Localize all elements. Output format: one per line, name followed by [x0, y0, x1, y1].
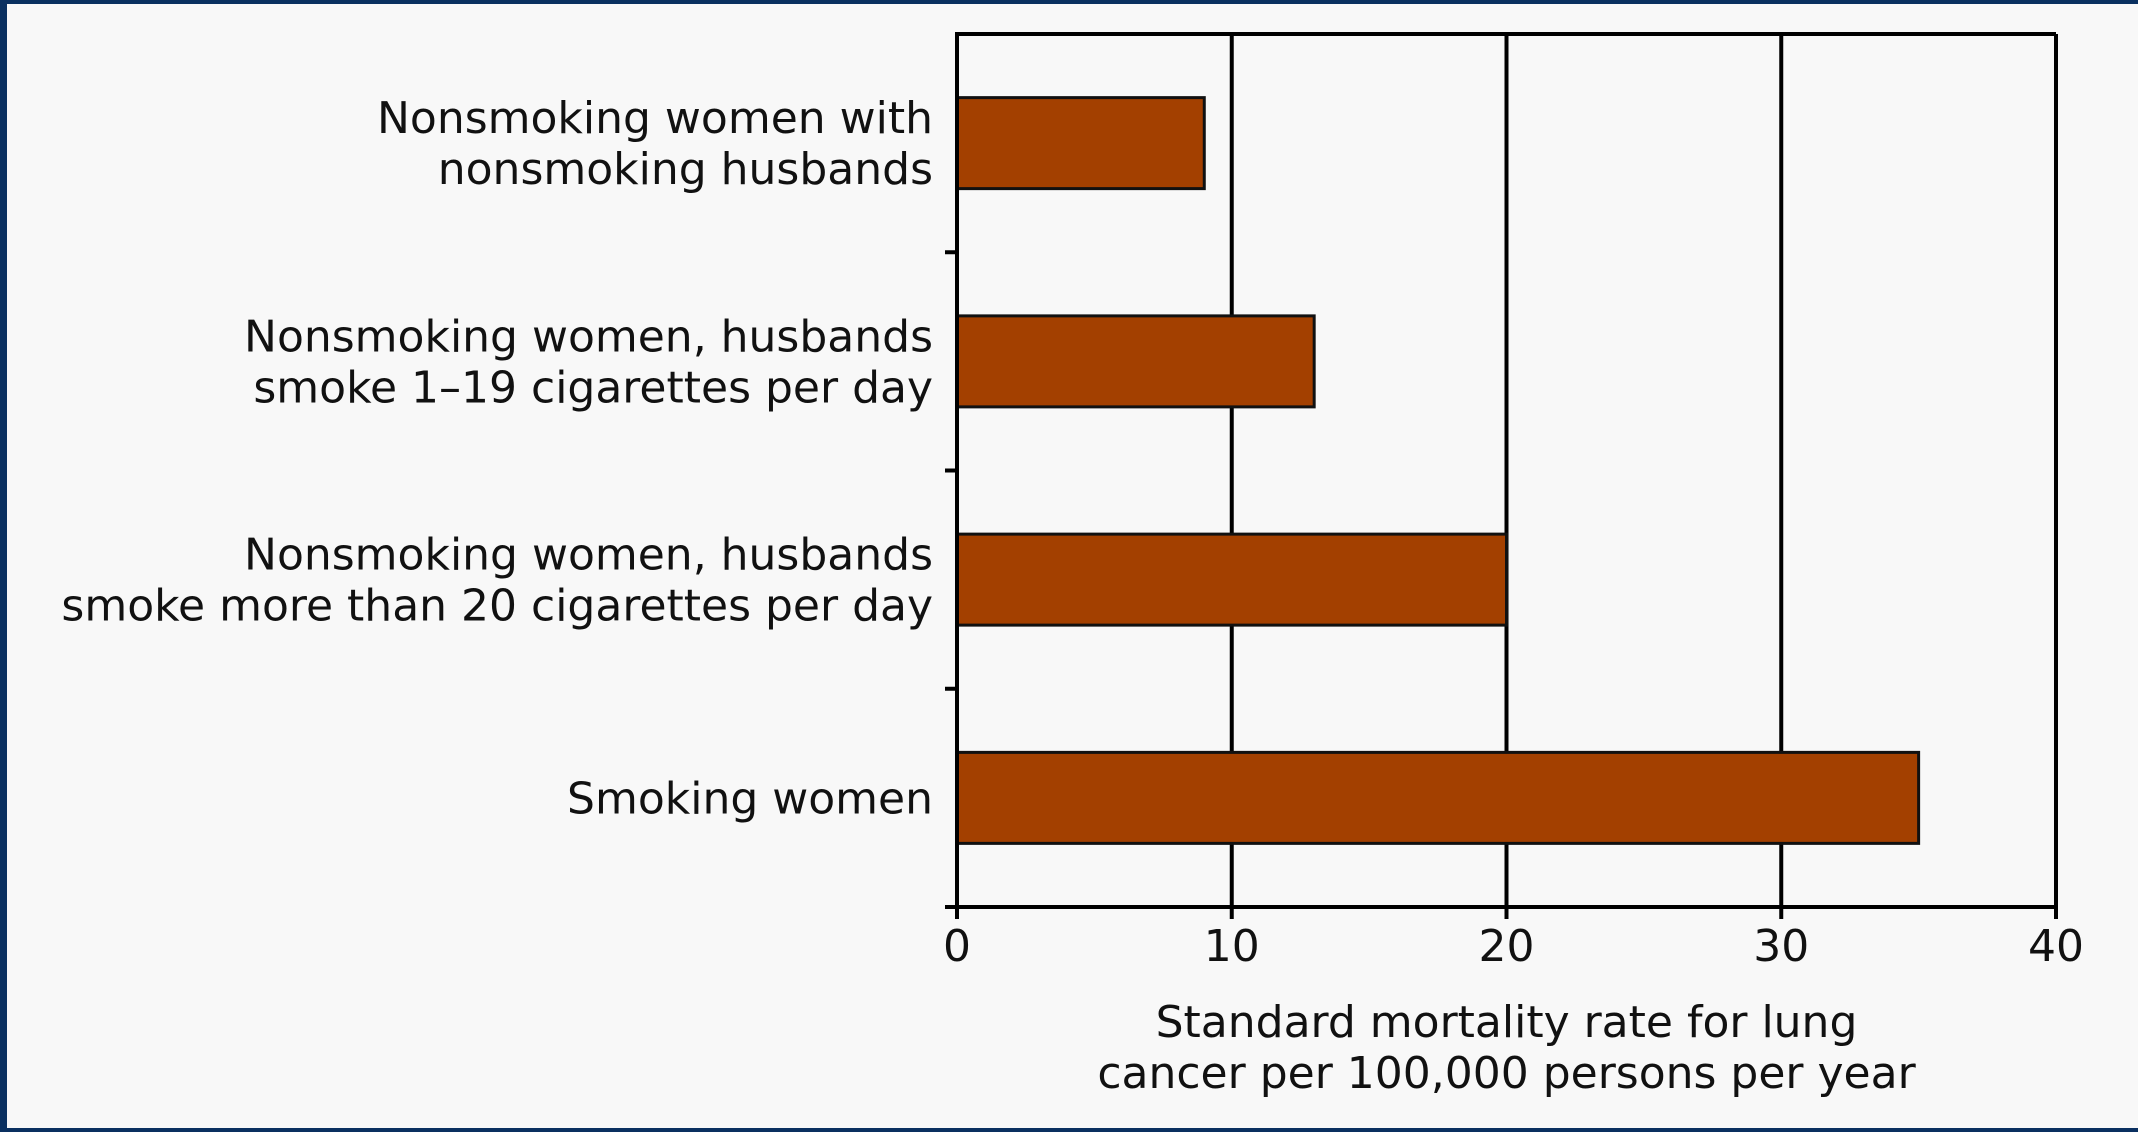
category-label-1: Nonsmoking women, husbands smoke 1–19 cig… — [244, 311, 933, 413]
x-axis-title: Standard mortality rate for lung cancer p… — [1097, 997, 1916, 1099]
x-tick-label-10: 10 — [1204, 921, 1260, 972]
x-tick-label-40: 40 — [2028, 921, 2084, 972]
axes — [945, 32, 2058, 919]
category-label-0: Nonsmoking women with nonsmoking husbands — [377, 93, 933, 195]
x-axis-label: Standard mortality rate for lung cancer p… — [1097, 997, 1916, 1099]
bars — [955, 96, 1921, 845]
bar-2 — [955, 532, 1508, 627]
bar-0 — [955, 96, 1206, 191]
chart-frame: Nonsmoking women with nonsmoking husbands… — [7, 4, 2138, 1128]
bar-chart: Nonsmoking women with nonsmoking husbands… — [61, 32, 2084, 1099]
bar-3 — [955, 750, 1921, 845]
category-labels: Nonsmoking women with nonsmoking husbands… — [61, 93, 933, 824]
bar-1 — [955, 314, 1316, 409]
x-tick-label-20: 20 — [1479, 921, 1535, 972]
x-tick-label-30: 30 — [1753, 921, 1809, 972]
x-tick-label-0: 0 — [943, 921, 971, 972]
category-label-2: Nonsmoking women, husbands smoke more tha… — [61, 530, 933, 632]
x-tick-labels: 0 10 20 30 40 — [943, 921, 2084, 972]
category-label-3: Smoking women — [567, 773, 933, 824]
